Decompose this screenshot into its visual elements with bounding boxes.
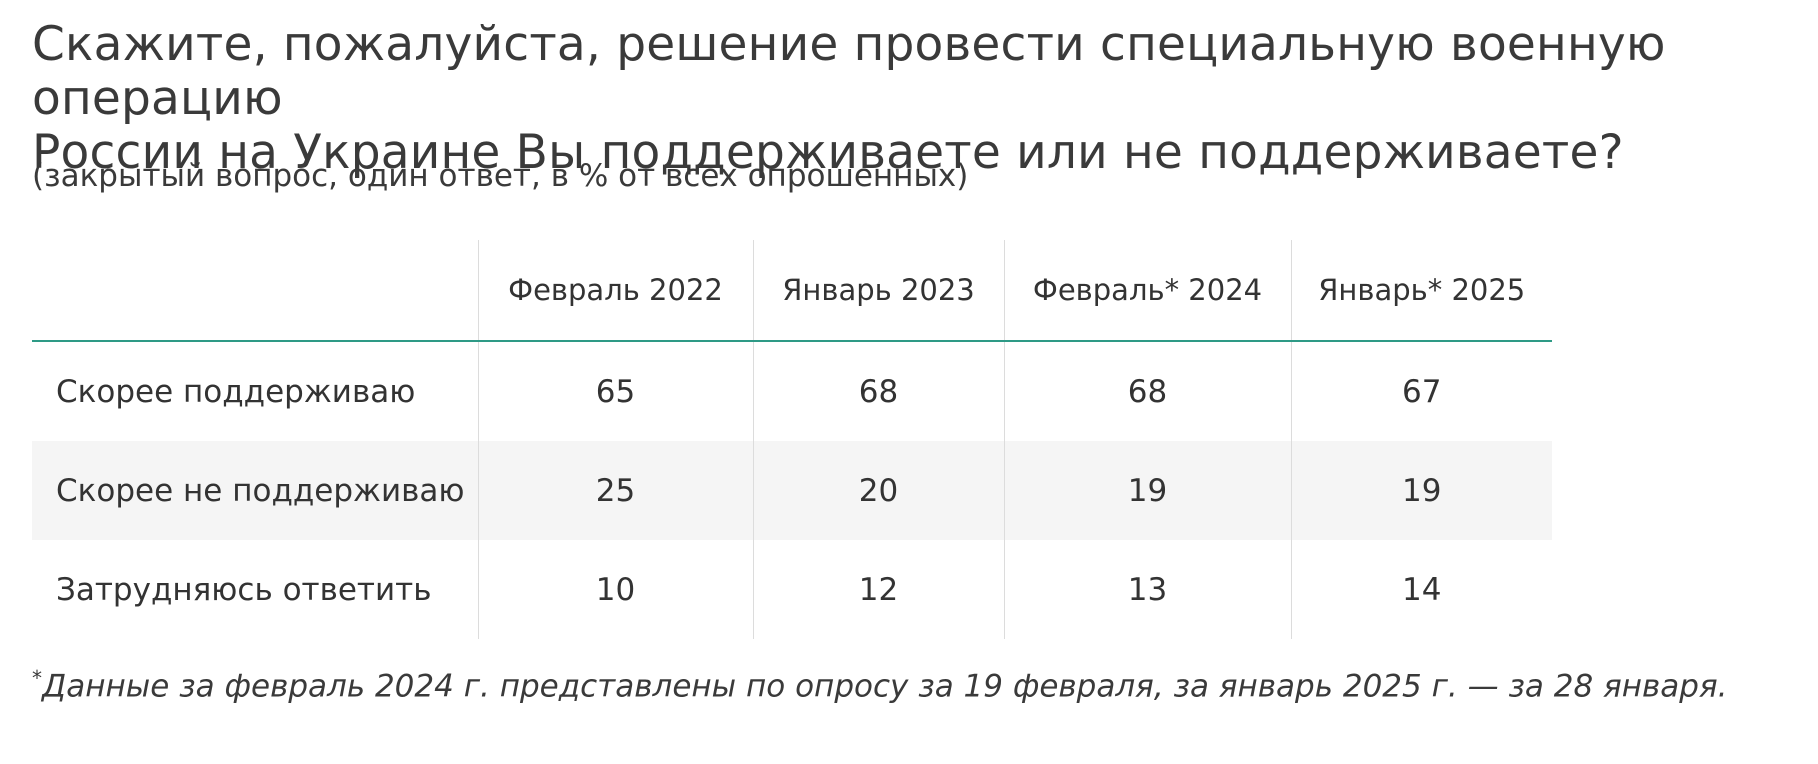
table-row: Скорее не поддерживаю 25 20 19 19 (32, 441, 1552, 540)
footnote-asterisk: * (32, 666, 42, 690)
table-cell: 14 (1290, 540, 1552, 639)
table-cell: 19 (1290, 441, 1552, 540)
table-row: Затрудняюсь ответить 10 12 13 14 (32, 540, 1552, 639)
header-empty-cell (32, 240, 478, 342)
row-label: Скорее поддерживаю (56, 373, 416, 410)
chart-subtitle: (закрытый вопрос, один ответ, в % от все… (32, 158, 969, 194)
table-header-row: Февраль 2022 Январь 2023 Февраль* 2024 Я… (32, 240, 1552, 342)
column-header: Февраль* 2024 (1003, 240, 1291, 342)
table-cell: 12 (752, 540, 1004, 639)
table-row: Скорее поддерживаю 65 68 68 67 (32, 341, 1552, 441)
row-label: Затрудняюсь ответить (56, 571, 432, 608)
table-cell: 68 (1003, 341, 1291, 441)
column-header: Январь 2023 (752, 240, 1004, 342)
chart-title: Скажите, пожалуйста, решение провести сп… (32, 18, 1812, 180)
footnote: *Данные за февраль 2024 г. представлены … (32, 666, 1727, 704)
data-table-container: Февраль 2022 Январь 2023 Февраль* 2024 Я… (32, 240, 1552, 639)
table-cell: 19 (1003, 441, 1291, 540)
table-cell: 68 (752, 341, 1004, 441)
data-table: Февраль 2022 Январь 2023 Февраль* 2024 Я… (32, 240, 1552, 639)
footnote-text: Данные за февраль 2024 г. представлены п… (42, 668, 1728, 705)
column-header: Январь* 2025 (1290, 240, 1552, 342)
column-header: Февраль 2022 (477, 240, 753, 342)
table-cell: 20 (752, 441, 1004, 540)
table-cell: 25 (477, 441, 753, 540)
table-cell: 10 (477, 540, 753, 639)
title-line-1: Скажите, пожалуйста, решение провести сп… (32, 17, 1666, 126)
table-cell: 13 (1003, 540, 1291, 639)
title-line-2: России на Украине Вы поддерживаете или н… (32, 125, 1624, 180)
table-cell: 65 (477, 341, 753, 441)
table-cell: 67 (1290, 341, 1552, 441)
row-label: Скорее не поддерживаю (32, 441, 478, 540)
